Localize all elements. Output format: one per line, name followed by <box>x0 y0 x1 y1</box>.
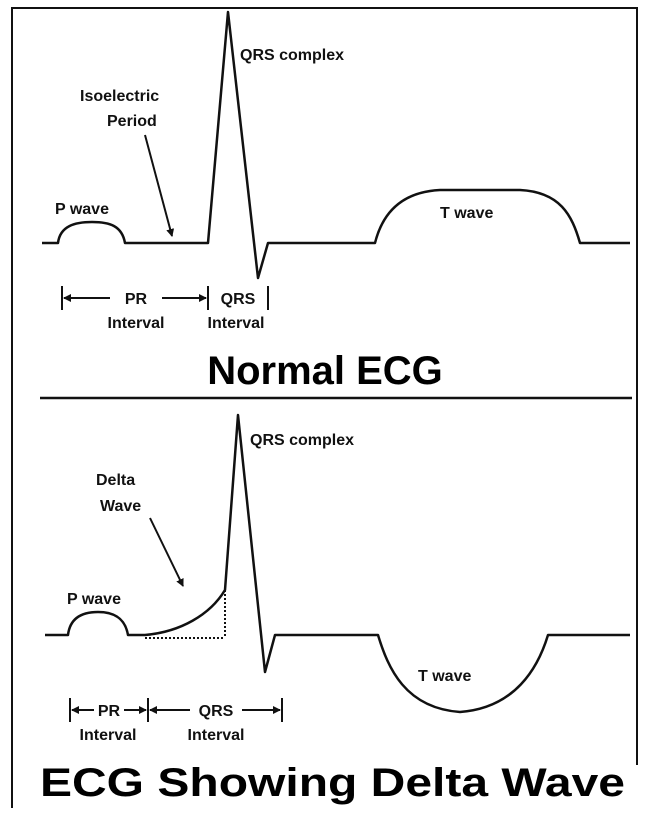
qrs-interval-label: QRS <box>221 291 256 308</box>
frame <box>11 7 638 808</box>
p-wave-label: P wave <box>55 201 109 218</box>
pr-label: Interval <box>108 315 165 332</box>
pr-label: Interval <box>80 727 137 744</box>
arrow <box>144 134 175 237</box>
ecg-trace <box>42 10 630 280</box>
pr-label: PR <box>98 703 121 720</box>
interval-markers <box>61 286 269 310</box>
pr-label: PR <box>125 291 148 308</box>
note-label: Delta <box>96 472 135 489</box>
qrs-interval-label: Interval <box>208 315 265 332</box>
p-wave-label: P wave <box>67 591 121 608</box>
note-label: Isoelectric <box>80 88 159 105</box>
qrs-interval-label: Interval <box>188 727 245 744</box>
qrs-label: QRS complex <box>250 432 354 449</box>
delta-guides <box>145 590 226 639</box>
note-label: Period <box>107 113 157 130</box>
interval-markers <box>69 698 283 722</box>
t-wave-label: T wave <box>418 668 471 685</box>
ecg-trace <box>45 413 630 714</box>
arrow <box>149 517 184 587</box>
qrs-label: QRS complex <box>240 47 344 64</box>
panel-title: ECG Showing Delta Wave <box>40 761 625 805</box>
note-label: Wave <box>100 498 141 515</box>
panel-title: Normal ECG <box>207 349 443 393</box>
qrs-interval-label: QRS <box>199 703 234 720</box>
t-wave-label: T wave <box>440 205 493 222</box>
